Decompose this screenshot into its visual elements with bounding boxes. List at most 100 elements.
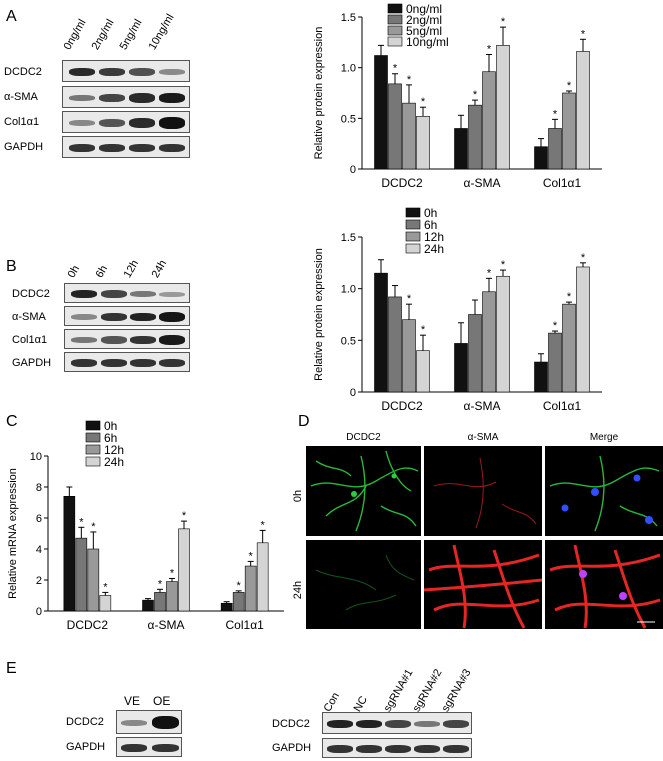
chart-b: 0 0.5 1.0 1.5 Relative protein expression * * D… — [313, 206, 602, 413]
significance-star: * — [581, 28, 586, 40]
micrograph-0h-dcdc2 — [306, 446, 421, 536]
bar — [232, 592, 245, 612]
blot-b-col-label: 24h — [149, 258, 170, 280]
bar — [562, 92, 576, 170]
x-tick-label: α-SMA — [148, 618, 185, 632]
significance-star: * — [103, 581, 108, 593]
bar — [244, 565, 257, 612]
bar — [154, 592, 166, 612]
legend-swatch — [387, 14, 403, 25]
significance-star: * — [553, 108, 558, 120]
y-tick-label: 0.5 — [341, 113, 356, 125]
micrograph-24h-merge — [545, 540, 663, 629]
bar — [178, 528, 190, 612]
legend-swatch — [405, 243, 421, 254]
micrograph-header: α-SMA — [467, 432, 499, 443]
bar — [548, 332, 562, 393]
blot-e2-col-label: Con — [321, 690, 343, 714]
y-tick-label: 1.0 — [341, 63, 356, 75]
significance-star: * — [158, 578, 163, 590]
y-tick-label: 0 — [350, 387, 356, 399]
panel-label-e: E — [6, 660, 17, 677]
blot-e2-row-label: DCDC2 — [272, 718, 310, 730]
blot-e2-row-label: GAPDH — [272, 742, 312, 754]
bar — [562, 303, 576, 393]
blot-b-row-label: Col1α1 — [12, 334, 48, 346]
significance-star: * — [501, 16, 506, 28]
legend-label: 2ng/ml — [406, 13, 442, 27]
y-tick-label: 6 — [36, 513, 42, 525]
blot-a-col-label: 0ng/ml — [61, 17, 89, 53]
bar — [576, 51, 590, 170]
x-tick-label: DCDC2 — [381, 176, 423, 190]
bar — [416, 116, 430, 170]
legend-swatch — [405, 219, 421, 230]
panel-label-a: A — [6, 8, 17, 25]
micrograph-0h-sma — [424, 446, 542, 536]
bar — [482, 291, 496, 393]
bar — [416, 350, 430, 393]
blot-e1-col-label: VE — [124, 694, 141, 708]
bar — [548, 128, 562, 170]
blot-b-strip-gapdh — [64, 352, 190, 372]
y-tick-label: 10 — [30, 451, 42, 463]
significance-star: * — [421, 324, 426, 336]
significance-star: * — [182, 510, 187, 522]
bar — [388, 83, 402, 170]
bar — [496, 275, 510, 393]
y-axis-label: Relative mRNA expression — [7, 468, 19, 599]
legend-swatch — [387, 25, 403, 36]
micrograph-header: Merge — [589, 432, 619, 443]
blot-b-row-label: GAPDH — [12, 357, 52, 369]
bar — [454, 343, 468, 393]
blot-a-row-label: DCDC2 — [4, 66, 42, 78]
blot-a-col-label: 5ng/ml — [117, 17, 145, 53]
legend-label: 0ng/ml — [406, 2, 442, 16]
bar — [468, 314, 482, 393]
legend-label: 0h — [104, 419, 117, 433]
significance-star: * — [237, 580, 242, 592]
significance-star: * — [567, 291, 572, 303]
y-tick-label: 0.5 — [341, 335, 356, 347]
blot-a-row-label: GAPDH — [4, 141, 44, 153]
legend-swatch — [405, 207, 421, 218]
y-axis-label: Relative protein expression — [313, 248, 325, 381]
significance-star: * — [473, 89, 478, 101]
blot-a-strip-gapdh — [62, 136, 190, 158]
legend-swatch — [387, 36, 403, 47]
bar — [220, 602, 233, 612]
significance-star: * — [421, 96, 426, 108]
micrograph-24h-sma — [424, 540, 542, 629]
bar — [402, 102, 416, 170]
legend-label: 0h — [424, 206, 437, 220]
micrograph-24h-dcdc2 — [306, 540, 421, 629]
y-tick-label: 2 — [36, 575, 42, 587]
bar — [142, 599, 154, 612]
legend-label: 6h — [104, 431, 117, 445]
y-tick-label: 1.5 — [341, 232, 356, 244]
bar — [166, 581, 178, 612]
micrograph-header: DCDC2 — [346, 432, 381, 443]
significance-star: * — [407, 74, 412, 86]
micrograph-row-label: 24h — [292, 580, 304, 600]
blot-a-col-label: 10ng/ml — [146, 12, 177, 52]
bar — [75, 537, 88, 612]
significance-star: * — [553, 320, 558, 332]
bar — [576, 266, 590, 393]
bar — [534, 146, 548, 170]
blot-e2-col-label: sgRNA#3 — [439, 667, 474, 714]
blot-e2-strip-gapdh — [322, 738, 472, 758]
blot-e1-strip-dcdc2 — [116, 710, 182, 734]
blot-a-strip-dcdc2 — [62, 60, 190, 82]
legend-label: 12h — [424, 230, 444, 244]
x-tick-label: DCDC2 — [67, 618, 109, 632]
blot-b-col-label: 0h — [65, 263, 83, 280]
bar — [374, 55, 388, 170]
legend-swatch — [85, 420, 101, 431]
bar — [63, 496, 76, 612]
bar — [99, 595, 112, 612]
y-tick-label: 0 — [36, 606, 42, 618]
y-tick-label: 0 — [350, 164, 356, 176]
panel-label-d: D — [298, 413, 310, 430]
legend-label: 6h — [424, 218, 437, 232]
